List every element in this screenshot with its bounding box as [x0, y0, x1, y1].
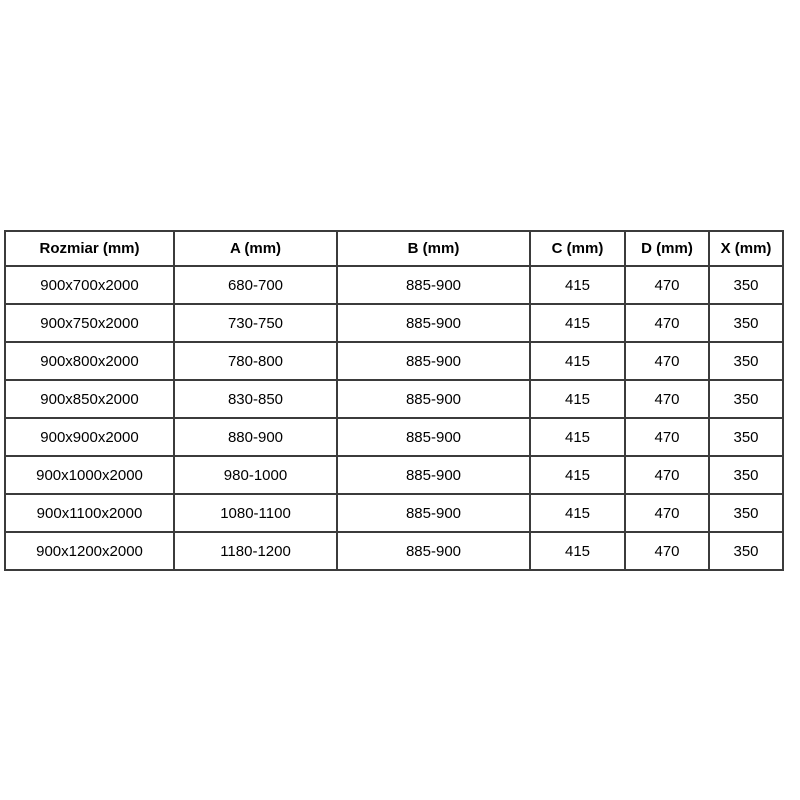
dimension-cell: 885-900 — [336, 455, 531, 495]
column-header: Rozmiar (mm) — [4, 230, 175, 267]
dimension-cell: 900x1100x2000 — [4, 493, 175, 533]
dimension-cell: 350 — [708, 265, 784, 305]
dimension-cell: 350 — [708, 303, 784, 343]
dimension-cell: 680-700 — [173, 265, 338, 305]
dimension-cell: 900x1000x2000 — [4, 455, 175, 495]
dimension-cell: 415 — [529, 303, 626, 343]
dimension-cell: 350 — [708, 341, 784, 381]
dimensions-table: Rozmiar (mm) A (mm) B (mm) C (mm) D (mm) X (m… — [4, 230, 784, 571]
header-row: Rozmiar (mm) A (mm) B (mm) C (mm) D (mm) X (m… — [4, 230, 784, 267]
table-row: 900x750x2000 730-750 885-900 415 470 350 — [4, 303, 784, 343]
dimension-cell: 415 — [529, 265, 626, 305]
dimension-cell: 470 — [624, 379, 710, 419]
dimension-cell: 900x850x2000 — [4, 379, 175, 419]
dimension-cell: 885-900 — [336, 303, 531, 343]
dimension-cell: 780-800 — [173, 341, 338, 381]
dimensions-table-container: Rozmiar (mm) A (mm) B (mm) C (mm) D (mm) X (m… — [4, 230, 784, 571]
dimension-cell: 415 — [529, 379, 626, 419]
dimension-cell: 470 — [624, 265, 710, 305]
dimension-cell: 470 — [624, 493, 710, 533]
dimension-cell: 470 — [624, 417, 710, 457]
table-row: 900x1000x2000 980-1000 885-900 415 470 350 — [4, 455, 784, 495]
dimension-cell: 350 — [708, 417, 784, 457]
table-row: 900x700x2000 680-700 885-900 415 470 350 — [4, 265, 784, 305]
dimension-cell: 900x900x2000 — [4, 417, 175, 457]
dimension-cell: 885-900 — [336, 379, 531, 419]
dimension-cell: 980-1000 — [173, 455, 338, 495]
column-header: C (mm) — [529, 230, 626, 267]
dimension-cell: 415 — [529, 341, 626, 381]
dimension-cell: 415 — [529, 417, 626, 457]
dimension-cell: 900x800x2000 — [4, 341, 175, 381]
table-row: 900x850x2000 830-850 885-900 415 470 350 — [4, 379, 784, 419]
column-header: D (mm) — [624, 230, 710, 267]
dimension-cell: 885-900 — [336, 341, 531, 381]
dimension-cell: 470 — [624, 303, 710, 343]
dimension-cell: 880-900 — [173, 417, 338, 457]
dimension-cell: 415 — [529, 531, 626, 571]
dimension-cell: 350 — [708, 493, 784, 533]
dimension-cell: 470 — [624, 531, 710, 571]
dimension-cell: 470 — [624, 455, 710, 495]
dimension-cell: 350 — [708, 379, 784, 419]
dimension-cell: 470 — [624, 341, 710, 381]
table-body: 900x700x2000 680-700 885-900 415 470 350 900x7… — [4, 265, 784, 571]
column-header: A (mm) — [173, 230, 338, 267]
dimension-cell: 885-900 — [336, 417, 531, 457]
dimension-cell: 885-900 — [336, 531, 531, 571]
dimension-cell: 885-900 — [336, 265, 531, 305]
dimension-cell: 900x750x2000 — [4, 303, 175, 343]
dimension-cell: 415 — [529, 455, 626, 495]
dimension-cell: 350 — [708, 455, 784, 495]
column-header: B (mm) — [336, 230, 531, 267]
dimension-cell: 1180-1200 — [173, 531, 338, 571]
dimension-cell: 900x1200x2000 — [4, 531, 175, 571]
dimension-cell: 1080-1100 — [173, 493, 338, 533]
dimension-cell: 730-750 — [173, 303, 338, 343]
dimension-cell: 415 — [529, 493, 626, 533]
table-row: 900x1100x2000 1080-1100 885-900 415 470 350 — [4, 493, 784, 533]
table-row: 900x800x2000 780-800 885-900 415 470 350 — [4, 341, 784, 381]
table-row: 900x900x2000 880-900 885-900 415 470 350 — [4, 417, 784, 457]
dimension-cell: 830-850 — [173, 379, 338, 419]
column-header: X (mm) — [708, 230, 784, 267]
dimension-cell: 885-900 — [336, 493, 531, 533]
table-row: 900x1200x2000 1180-1200 885-900 415 470 350 — [4, 531, 784, 571]
dimension-cell: 350 — [708, 531, 784, 571]
dimension-cell: 900x700x2000 — [4, 265, 175, 305]
